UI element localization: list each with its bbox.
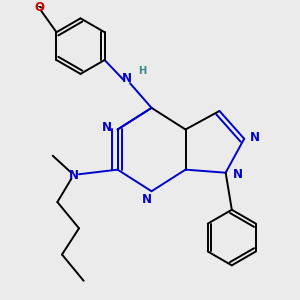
Text: N: N (122, 72, 132, 85)
Text: N: N (102, 122, 112, 134)
Text: N: N (142, 194, 152, 206)
Text: O: O (34, 1, 44, 14)
Text: N: N (232, 168, 242, 181)
Text: N: N (250, 131, 260, 144)
Text: N: N (69, 169, 80, 182)
Text: H: H (138, 66, 146, 76)
